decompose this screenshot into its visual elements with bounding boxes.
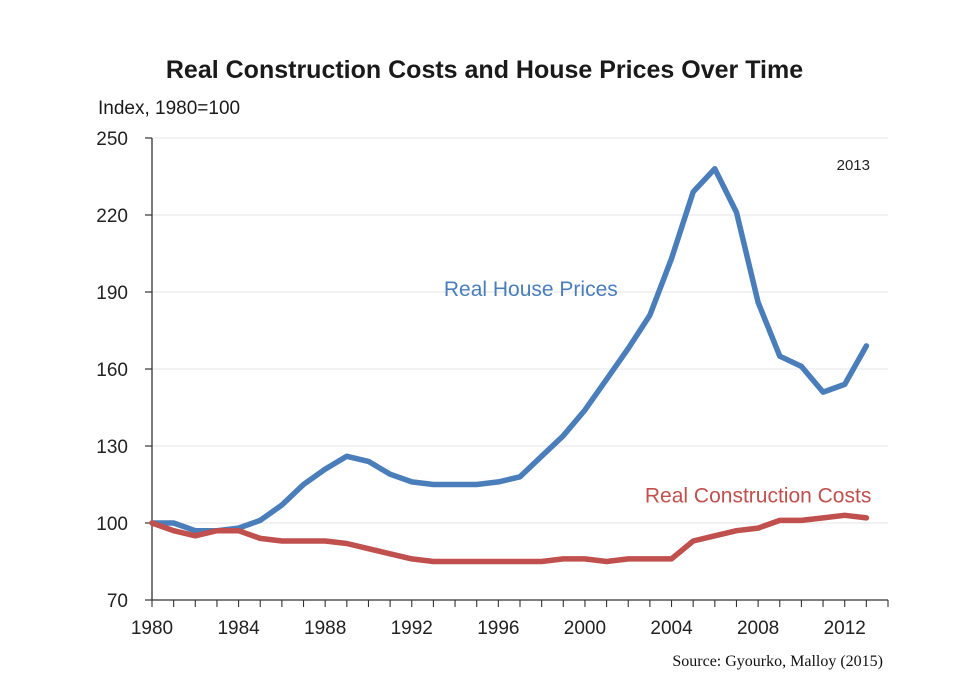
y-tick-label: 70 — [107, 591, 128, 612]
series-line-construction-costs — [149, 512, 870, 565]
year-annotation: 2013 — [837, 157, 870, 174]
x-tick-label: 2000 — [564, 618, 606, 639]
x-tick-label: 1980 — [131, 618, 173, 639]
gridlines — [152, 137, 888, 524]
y-tick-label: 190 — [96, 283, 128, 304]
series-label-construction-costs: Real Construction Costs — [645, 484, 871, 507]
series-label-house-prices: Real House Prices — [444, 278, 618, 301]
y-tick-label: 100 — [96, 514, 128, 535]
y-tick-label: 250 — [96, 129, 128, 150]
x-tick-labels: 1980 1984 1988 1992 1996 2000 2004 2008 2012 — [131, 618, 866, 639]
x-tick-label: 2012 — [824, 618, 866, 639]
x-tick-label: 1996 — [477, 618, 519, 639]
chart-title: Real Construction Costs and House Prices… — [165, 56, 804, 84]
x-tick-label: 1988 — [304, 618, 346, 639]
series-labels: Real House Prices Real Construction Costs… — [444, 157, 871, 507]
y-tick-label: 130 — [96, 437, 128, 458]
y-axis-label: Index, 1980=100 — [98, 98, 241, 119]
x-tick-label: 2008 — [737, 618, 779, 639]
y-tick-labels: 70 100 130 160 190 220 250 — [96, 129, 128, 612]
y-tick-label: 220 — [96, 206, 128, 227]
x-tick-label: 1984 — [217, 618, 260, 639]
x-tick-label: 2004 — [650, 618, 693, 639]
series-lines — [149, 166, 870, 565]
y-tick-label: 160 — [96, 360, 128, 381]
x-tick-label: 1992 — [391, 618, 433, 639]
source-note: Source: Gyourko, Malloy (2015) — [672, 653, 883, 670]
series-line-house-prices — [149, 166, 870, 534]
